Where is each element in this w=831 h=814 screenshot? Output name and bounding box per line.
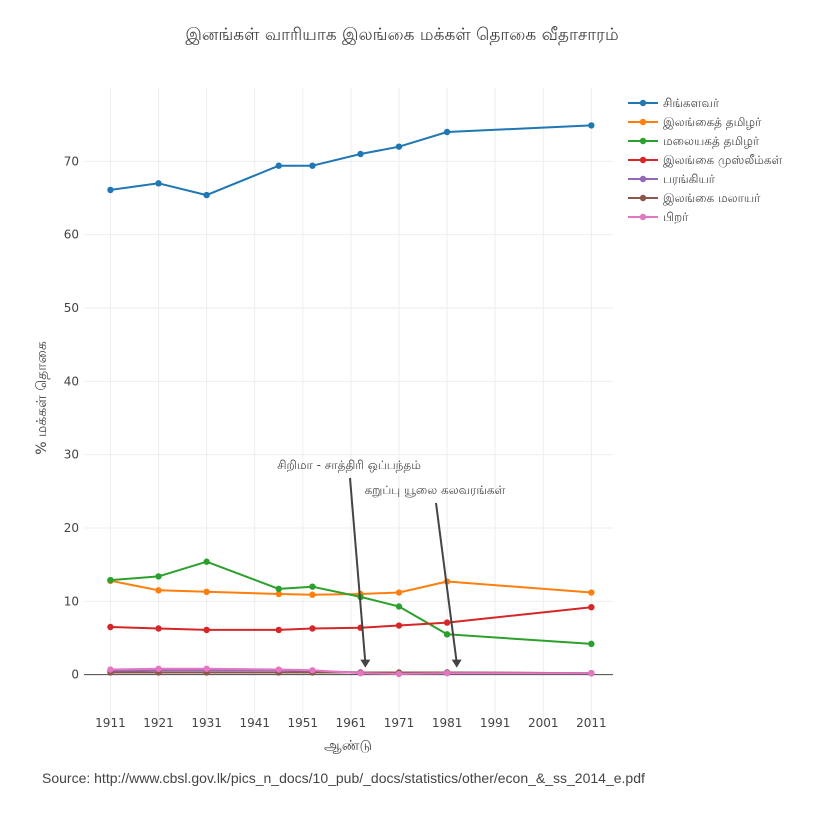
annotation-arrow — [349, 477, 367, 663]
data-point — [588, 589, 595, 596]
legend-item[interactable]: மலையகத் தமிழர் — [628, 134, 760, 148]
data-point — [395, 603, 403, 610]
legend-label: மலையகத் தமிழர் — [663, 134, 760, 148]
legend-swatch-marker — [639, 137, 647, 145]
chart-title: இனங்கள் வாரியாக இலங்கை மக்கள் தொகை வீதாச… — [185, 25, 618, 45]
data-point — [357, 670, 364, 677]
data-point — [203, 588, 210, 595]
data-point — [588, 640, 595, 648]
data-point — [275, 666, 282, 673]
data-point — [203, 191, 210, 199]
grid-lines — [84, 88, 613, 726]
data-point — [107, 576, 114, 584]
data-point — [309, 591, 316, 598]
data-point — [309, 583, 316, 590]
legend-item[interactable]: இலங்கைத் தமிழர் — [628, 115, 762, 130]
axes: 1911 1921 1931 1941 1951 1961 1971 1981 1991 2001… — [64, 154, 613, 730]
data-point — [443, 619, 451, 626]
annotation-arrow — [435, 502, 458, 663]
data-point — [588, 670, 595, 677]
y-tick-label: 0 — [71, 668, 79, 682]
data-point — [275, 590, 282, 598]
annotation-label: சிறிமா - சாத்திரி ஒப்பந்தம் — [277, 458, 421, 472]
legend-label: இலங்கை மலாயர் — [663, 191, 761, 206]
x-tick-label: 1961 — [336, 716, 367, 730]
data-point — [203, 558, 210, 565]
data-point — [309, 625, 316, 632]
legend-label: இலங்கைத் தமிழர் — [663, 115, 762, 130]
data-point — [395, 589, 403, 596]
series-lines — [107, 122, 595, 678]
annotation-arrowhead — [360, 659, 371, 668]
data-point — [443, 670, 451, 677]
y-tick-label: 10 — [64, 594, 79, 608]
data-point — [309, 162, 316, 169]
data-point — [443, 631, 451, 638]
legend-item[interactable]: பரங்கியர் — [628, 172, 716, 186]
x-tick-label: 1931 — [191, 716, 222, 730]
annotation-label: கறுப்பு யூலை கலவரங்கள் — [365, 483, 506, 498]
x-tick-label: 1971 — [384, 716, 415, 730]
legend-swatch-marker — [639, 99, 647, 107]
data-point — [107, 623, 114, 631]
y-axis-label: % மக்கள் தொகை — [34, 341, 50, 455]
x-tick-label: 1951 — [288, 716, 319, 730]
legend-swatch-marker — [639, 194, 647, 202]
legend-item[interactable]: சிங்களவர் — [628, 96, 720, 110]
data-point — [588, 122, 595, 129]
y-tick-label: 40 — [64, 374, 79, 388]
data-point — [155, 665, 162, 672]
data-point — [107, 666, 114, 673]
y-tick-label: 70 — [64, 154, 79, 168]
data-point — [588, 604, 595, 611]
legend-swatch-marker — [639, 175, 647, 183]
annotations: சிறிமா - சாத்திரி ஒப்பந்தம் கறுப்பு யூலை … — [277, 458, 506, 668]
data-point — [155, 587, 162, 594]
data-point — [155, 180, 162, 187]
data-point — [309, 667, 316, 674]
x-tick-label: 1991 — [480, 716, 511, 730]
x-tick-label: 1921 — [143, 716, 174, 730]
legend[interactable]: சிங்களவர் இலங்கைத் தமிழர் மலையகத் தமிழர் இல… — [628, 96, 783, 224]
data-point — [155, 573, 162, 580]
data-point — [203, 665, 210, 672]
legend-label: பிறர் — [663, 210, 689, 224]
annotation-arrowhead — [451, 659, 462, 668]
legend-swatch-marker — [639, 156, 647, 164]
x-tick-label: 1911 — [95, 716, 126, 730]
source-note: Source: http://www.cbsl.gov.lk/pics_n_do… — [42, 770, 645, 786]
y-tick-label: 50 — [64, 301, 79, 315]
data-point — [395, 143, 403, 150]
y-tick-label: 60 — [64, 228, 79, 242]
data-point — [203, 626, 210, 634]
data-point — [275, 162, 282, 169]
x-tick-label: 1941 — [239, 716, 270, 730]
x-tick-label: 2011 — [576, 716, 607, 730]
data-point — [357, 150, 364, 158]
data-point — [395, 622, 403, 629]
data-point — [107, 186, 114, 194]
legend-label: பரங்கியர் — [663, 172, 716, 186]
y-tick-label: 20 — [64, 521, 79, 535]
data-point — [443, 128, 451, 136]
legend-item[interactable]: இலங்கை மலாயர் — [628, 191, 761, 206]
x-axis-label: ஆண்டு — [324, 738, 372, 754]
data-point — [275, 585, 282, 593]
data-point — [155, 625, 162, 632]
legend-label: இலங்கை முஸ்லீம்கள் — [663, 153, 783, 168]
legend-item[interactable]: பிறர் — [628, 210, 689, 224]
legend-label: சிங்களவர் — [663, 96, 720, 110]
y-tick-label: 30 — [64, 448, 79, 462]
data-point — [275, 626, 282, 634]
legend-swatch-marker — [639, 118, 647, 126]
x-tick-label: 1981 — [432, 716, 463, 730]
legend-item[interactable]: இலங்கை முஸ்லீம்கள் — [628, 153, 783, 168]
data-point — [395, 670, 403, 678]
legend-swatch-marker — [639, 213, 647, 221]
x-tick-label: 2001 — [528, 716, 559, 730]
